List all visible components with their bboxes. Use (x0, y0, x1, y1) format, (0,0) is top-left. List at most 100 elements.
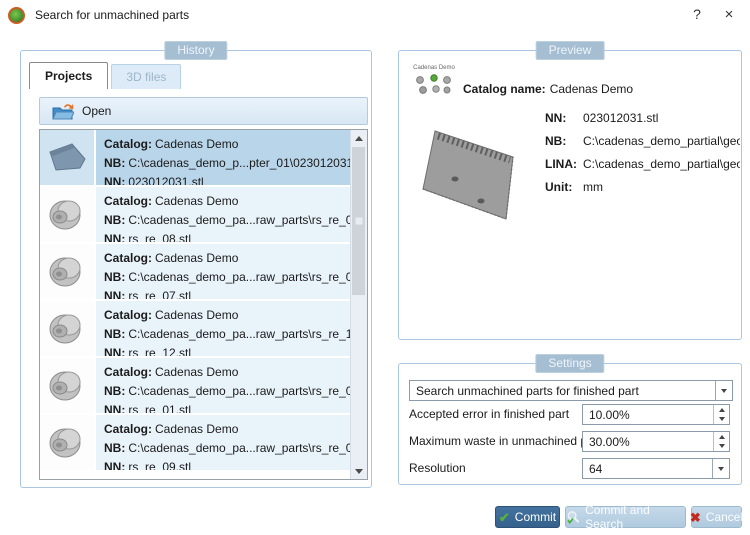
nn-value: 023012031.stl (583, 111, 659, 125)
accepted-error-value: 10.00% (589, 407, 630, 422)
close-button[interactable]: × (724, 5, 734, 23)
nb-value: C:\cadenas_demo_p...pter_01\023012031.st… (128, 156, 350, 170)
nb-label: NB: (104, 213, 126, 227)
gray-knob-icon (46, 195, 88, 235)
nb-label: NB: (104, 327, 126, 341)
catalog-value: Cadenas Demo (155, 308, 239, 322)
nb-label: NB: (545, 134, 567, 148)
part-thumbnail (40, 130, 96, 185)
part-thumbnail (40, 358, 96, 413)
catalog-name-label: Catalog name: (463, 82, 546, 96)
list-item[interactable]: Catalog: Cadenas Demo NB: C:\cadenas_demo_… (40, 130, 350, 187)
nn-value: rs_re_01.stl (128, 403, 192, 413)
preview-info: NN: 023012031.stl NB: C:\cadenas_demo_part… (545, 107, 740, 199)
nb-value: C:\cadenas_demo_pa...raw_parts\rs_re_09.… (128, 441, 350, 455)
blue-plate-icon (45, 140, 89, 176)
nn-value: rs_re_08.stl (128, 232, 192, 242)
tab-3d-files[interactable]: 3D files (111, 64, 182, 89)
gray-knob-icon (46, 309, 88, 349)
nb-label: NB: (104, 384, 126, 398)
search-mode-select[interactable]: Search unmachined parts for finished par… (409, 380, 733, 401)
catalog-value: Cadenas Demo (155, 194, 239, 208)
spin-down-icon[interactable] (714, 415, 729, 425)
screws-icon (414, 72, 454, 96)
catalog-label: Catalog: (104, 194, 152, 208)
accepted-error-spinner[interactable]: 10.00% (582, 404, 730, 425)
resolution-select[interactable]: 64 (582, 458, 730, 479)
unit-value: mm (583, 180, 603, 194)
nb-value: C:\cadenas_demo_partial\geo_ (583, 134, 740, 148)
spin-up-icon[interactable] (714, 432, 729, 442)
chevron-down-icon[interactable] (712, 459, 729, 478)
nn-label: NN: (545, 111, 567, 125)
gray-knob-icon (46, 252, 88, 292)
check-icon: ✔ (498, 509, 510, 525)
catalog-logo-text: Cadenas Demo (413, 65, 455, 71)
nb-value: C:\cadenas_demo_pa...raw_parts\rs_re_12.… (128, 327, 350, 341)
list-item[interactable]: Catalog: Cadenas Demo NB: C:\cadenas_demo_… (40, 244, 350, 301)
commit-and-search-button[interactable]: Commit and Search (565, 503, 686, 531)
settings-group: Settings Search unmachined parts for fin… (398, 354, 742, 485)
nn-value: rs_re_12.stl (128, 346, 192, 356)
commit-button-label: Commit (514, 510, 557, 524)
spin-down-icon[interactable] (714, 442, 729, 452)
history-list-items: Catalog: Cadenas Demo NB: C:\cadenas_demo_… (40, 130, 350, 472)
history-tabs: Projects 3D files (29, 62, 182, 89)
chevron-down-icon[interactable] (715, 381, 732, 400)
help-button[interactable]: ? (693, 6, 701, 22)
catalog-name-value: Cadenas Demo (549, 82, 634, 96)
cancel-x-icon: ✖ (689, 509, 701, 525)
nb-value: C:\cadenas_demo_pa...raw_parts\rs_re_07.… (128, 270, 350, 284)
part-thumbnail (40, 244, 96, 299)
search-mode-value: Search unmachined parts for finished par… (416, 383, 639, 398)
catalog-value: Cadenas Demo (155, 251, 239, 265)
search-icon (566, 510, 580, 525)
catalog-logo: Cadenas Demo (409, 65, 459, 99)
catalog-value: Cadenas Demo (155, 137, 239, 151)
history-list: Catalog: Cadenas Demo NB: C:\cadenas_demo_… (39, 129, 368, 480)
tab-projects[interactable]: Projects (29, 62, 109, 89)
title-bar: Search for unmachined parts ? × (0, 0, 750, 30)
window-title: Search for unmachined parts (35, 8, 190, 22)
maximum-waste-value: 30.00% (589, 434, 630, 449)
list-item[interactable]: Catalog: Cadenas Demo NB: C:\cadenas_demo_… (40, 301, 350, 358)
resolution-value: 64 (589, 461, 603, 476)
part-thumbnail (40, 415, 96, 470)
nn-value: rs_re_09.stl (128, 460, 192, 470)
scrollbar-thumb[interactable] (352, 147, 365, 295)
nn-value: 023012031.stl (128, 175, 204, 185)
list-item[interactable]: Catalog: Cadenas Demo NB: C:\cadenas_demo_… (40, 187, 350, 244)
nb-label: NB: (104, 156, 126, 170)
part-preview-image (415, 125, 533, 237)
catalog-value: Cadenas Demo (155, 365, 239, 379)
catalog-label: Catalog: (104, 308, 152, 322)
list-item[interactable]: Catalog: Cadenas Demo NB: C:\cadenas_demo_… (40, 415, 350, 472)
open-folder-icon (52, 103, 74, 120)
nn-label: NN: (104, 346, 126, 356)
gray-knob-icon (46, 366, 88, 406)
history-group-label: History (164, 41, 228, 60)
list-item[interactable]: Catalog: Cadenas Demo NB: C:\cadenas_demo_… (40, 358, 350, 415)
nn-label: NN: (104, 289, 126, 299)
catalog-label: Catalog: (104, 365, 152, 379)
part-thumbnail (40, 187, 96, 242)
open-button-label: Open (82, 104, 112, 118)
cancel-button[interactable]: ✖ Cancel (689, 506, 743, 528)
history-group: History Projects 3D files Open Catalog: C… (20, 41, 372, 488)
maximum-waste-spinner[interactable]: 30.00% (582, 431, 730, 452)
preview-group-label: Preview (535, 41, 605, 60)
preview-group: Preview Cadenas Demo Catalog name: Cadena… (398, 41, 742, 340)
resolution-label: Resolution (409, 461, 466, 475)
spin-up-icon[interactable] (714, 405, 729, 415)
list-scrollbar[interactable] (350, 130, 367, 479)
nn-label: NN: (104, 460, 126, 470)
open-button[interactable]: Open (39, 97, 368, 125)
catalog-value: Cadenas Demo (155, 422, 239, 436)
scroll-up-icon[interactable] (351, 130, 367, 146)
commit-button[interactable]: ✔ Commit (495, 506, 560, 528)
scroll-down-icon[interactable] (351, 463, 367, 479)
nn-label: NN: (104, 232, 126, 242)
app-icon (8, 6, 25, 24)
lina-label: LINA: (545, 157, 577, 171)
nb-label: NB: (104, 441, 126, 455)
